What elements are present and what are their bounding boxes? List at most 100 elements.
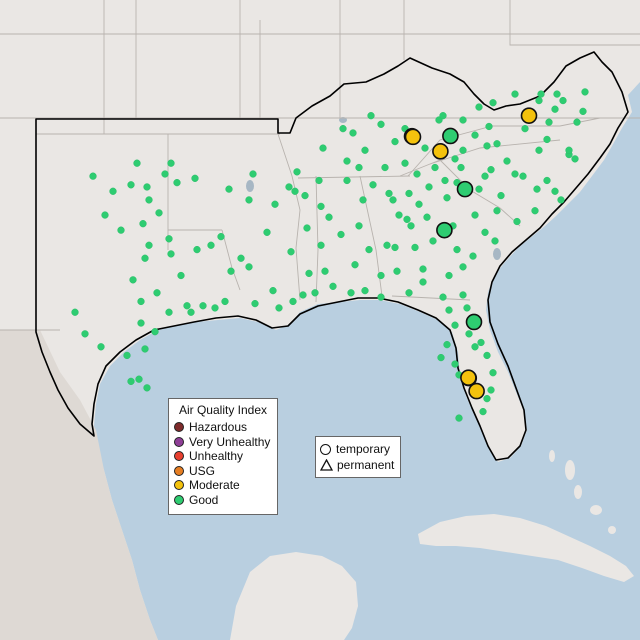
small-monitor-marker[interactable] bbox=[481, 172, 489, 180]
small-monitor-marker[interactable] bbox=[153, 289, 161, 297]
small-monitor-marker[interactable] bbox=[557, 196, 565, 204]
small-monitor-marker[interactable] bbox=[167, 250, 175, 258]
small-monitor-marker[interactable] bbox=[287, 248, 295, 256]
small-monitor-marker[interactable] bbox=[343, 176, 351, 185]
small-monitor-marker[interactable] bbox=[407, 222, 415, 230]
small-monitor-marker[interactable] bbox=[145, 241, 153, 249]
small-monitor-marker[interactable] bbox=[471, 211, 479, 219]
small-monitor-marker[interactable] bbox=[497, 191, 505, 200]
large-monitor-marker[interactable] bbox=[460, 369, 477, 386]
small-monitor-marker[interactable] bbox=[117, 226, 125, 234]
small-monitor-marker[interactable] bbox=[285, 183, 293, 191]
small-monitor-marker[interactable] bbox=[305, 269, 313, 278]
small-monitor-marker[interactable] bbox=[455, 414, 463, 422]
small-monitor-marker[interactable] bbox=[535, 146, 543, 154]
small-monitor-marker[interactable] bbox=[419, 265, 427, 273]
small-monitor-marker[interactable] bbox=[389, 196, 397, 204]
small-monitor-marker[interactable] bbox=[475, 103, 483, 111]
small-monitor-marker[interactable] bbox=[145, 196, 153, 204]
small-monitor-marker[interactable] bbox=[155, 209, 163, 217]
small-monitor-marker[interactable] bbox=[97, 343, 105, 351]
small-monitor-marker[interactable] bbox=[141, 345, 149, 353]
small-monitor-marker[interactable] bbox=[441, 176, 449, 185]
small-monitor-marker[interactable] bbox=[459, 291, 467, 299]
small-monitor-marker[interactable] bbox=[275, 304, 283, 312]
small-monitor-marker[interactable] bbox=[377, 293, 385, 301]
small-monitor-marker[interactable] bbox=[191, 174, 199, 182]
small-monitor-marker[interactable] bbox=[381, 163, 389, 172]
small-monitor-marker[interactable] bbox=[487, 166, 495, 174]
small-monitor-marker[interactable] bbox=[485, 122, 493, 131]
small-monitor-marker[interactable] bbox=[289, 297, 297, 306]
small-monitor-marker[interactable] bbox=[543, 135, 551, 144]
small-monitor-marker[interactable] bbox=[551, 187, 559, 195]
small-monitor-marker[interactable] bbox=[217, 232, 225, 241]
small-monitor-marker[interactable] bbox=[481, 228, 489, 236]
small-monitor-marker[interactable] bbox=[349, 129, 357, 137]
small-monitor-marker[interactable] bbox=[237, 254, 245, 262]
small-monitor-marker[interactable] bbox=[479, 407, 487, 416]
small-monitor-marker[interactable] bbox=[395, 211, 403, 219]
small-monitor-marker[interactable] bbox=[391, 243, 399, 252]
small-monitor-marker[interactable] bbox=[301, 191, 309, 200]
small-monitor-marker[interactable] bbox=[521, 124, 529, 133]
small-monitor-marker[interactable] bbox=[351, 261, 359, 269]
small-monitor-marker[interactable] bbox=[391, 137, 399, 146]
small-monitor-marker[interactable] bbox=[439, 112, 447, 120]
large-monitor-marker[interactable] bbox=[404, 128, 422, 146]
small-monitor-marker[interactable] bbox=[403, 215, 411, 224]
small-monitor-marker[interactable] bbox=[511, 170, 519, 178]
small-monitor-marker[interactable] bbox=[137, 319, 145, 327]
small-monitor-marker[interactable] bbox=[493, 140, 501, 148]
small-monitor-marker[interactable] bbox=[471, 131, 479, 139]
small-monitor-marker[interactable] bbox=[459, 116, 467, 124]
small-monitor-marker[interactable] bbox=[401, 159, 409, 167]
small-monitor-marker[interactable] bbox=[225, 185, 233, 193]
small-monitor-marker[interactable] bbox=[451, 155, 459, 163]
small-monitor-marker[interactable] bbox=[207, 241, 215, 249]
small-monitor-marker[interactable] bbox=[143, 384, 151, 392]
small-monitor-marker[interactable] bbox=[415, 200, 423, 208]
large-monitor-marker[interactable] bbox=[456, 180, 474, 198]
small-monitor-marker[interactable] bbox=[491, 237, 499, 245]
small-monitor-marker[interactable] bbox=[303, 224, 311, 232]
small-monitor-marker[interactable] bbox=[405, 289, 413, 297]
small-monitor-marker[interactable] bbox=[421, 144, 429, 152]
small-monitor-marker[interactable] bbox=[511, 90, 519, 98]
small-monitor-marker[interactable] bbox=[311, 289, 319, 297]
small-monitor-marker[interactable] bbox=[393, 267, 401, 275]
small-monitor-marker[interactable] bbox=[135, 375, 143, 383]
small-monitor-marker[interactable] bbox=[551, 105, 559, 113]
small-monitor-marker[interactable] bbox=[161, 170, 169, 178]
small-monitor-marker[interactable] bbox=[503, 157, 511, 165]
small-monitor-marker[interactable] bbox=[573, 118, 581, 126]
small-monitor-marker[interactable] bbox=[101, 211, 109, 219]
small-monitor-marker[interactable] bbox=[271, 200, 279, 208]
small-monitor-marker[interactable] bbox=[463, 304, 471, 312]
small-monitor-marker[interactable] bbox=[361, 146, 369, 154]
small-monitor-marker[interactable] bbox=[471, 343, 479, 351]
small-monitor-marker[interactable] bbox=[443, 340, 451, 349]
small-monitor-marker[interactable] bbox=[451, 360, 459, 368]
small-monitor-marker[interactable] bbox=[167, 159, 175, 167]
small-monitor-marker[interactable] bbox=[465, 330, 473, 338]
large-monitor-marker[interactable] bbox=[465, 313, 483, 331]
small-monitor-marker[interactable] bbox=[477, 338, 485, 347]
small-monitor-marker[interactable] bbox=[71, 308, 79, 316]
small-monitor-marker[interactable] bbox=[437, 353, 445, 362]
small-monitor-marker[interactable] bbox=[339, 124, 347, 133]
small-monitor-marker[interactable] bbox=[319, 144, 327, 152]
small-monitor-marker[interactable] bbox=[535, 96, 543, 105]
small-monitor-marker[interactable] bbox=[249, 170, 257, 178]
small-monitor-marker[interactable] bbox=[343, 157, 351, 165]
small-monitor-marker[interactable] bbox=[377, 120, 385, 128]
small-monitor-marker[interactable] bbox=[457, 163, 465, 172]
small-monitor-marker[interactable] bbox=[489, 99, 497, 107]
small-monitor-marker[interactable] bbox=[211, 304, 219, 312]
large-monitor-marker[interactable] bbox=[520, 107, 538, 124]
large-monitor-marker[interactable] bbox=[468, 382, 485, 400]
small-monitor-marker[interactable] bbox=[443, 194, 451, 202]
small-monitor-marker[interactable] bbox=[81, 330, 89, 338]
small-monitor-marker[interactable] bbox=[445, 271, 453, 280]
